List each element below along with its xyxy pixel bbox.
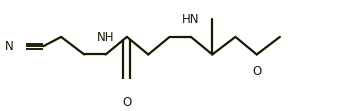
Text: HN: HN [182,13,200,26]
Text: O: O [122,96,132,109]
Text: NH: NH [97,31,114,44]
Text: N: N [4,40,13,53]
Text: O: O [252,65,261,78]
